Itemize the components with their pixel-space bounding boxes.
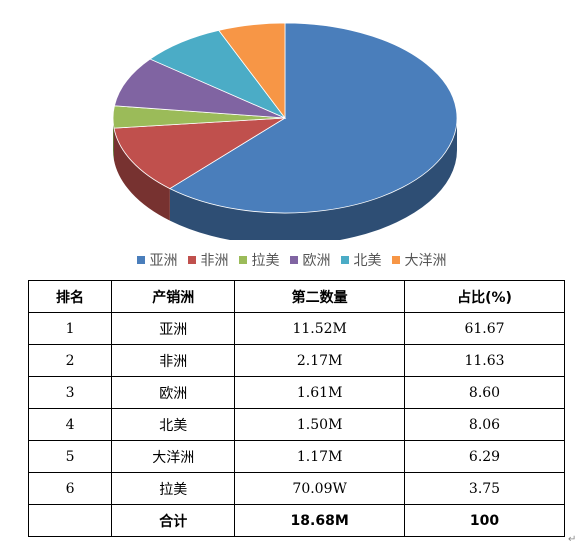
table-total-row: 合计 18.68M 100 — [27, 504, 565, 537]
legend-label: 亚洲 — [149, 253, 178, 269]
pie-slice — [113, 58, 286, 119]
cell-quantity: 11.52M — [234, 312, 405, 345]
legend-label: 大洋洲 — [404, 253, 447, 269]
table-body: 1 亚洲 11.52M 61.67 2 非洲 2.17M 11.63 3 欧洲 1.61M 8.60 4… — [27, 312, 565, 537]
cell-continent: 欧洲 — [111, 376, 236, 409]
paragraph-mark: ↵ — [568, 534, 577, 545]
cell-share: 3.75 — [404, 472, 565, 505]
chart-legend: 亚洲 非洲 拉美 欧洲 北美 大洋洲 — [0, 248, 583, 272]
cell-continent: 非洲 — [111, 344, 236, 377]
table-row: 6 拉美 70.09W 3.75 — [27, 472, 565, 505]
legend-item: 北美 — [340, 250, 382, 270]
table-row: 1 亚洲 11.52M 61.67 — [27, 312, 565, 345]
pie-chart-svg — [112, 22, 458, 240]
pie-slice — [169, 22, 458, 214]
header-continent: 产销洲 — [111, 280, 236, 313]
legend-item: 非洲 — [187, 250, 229, 270]
legend-label: 欧洲 — [302, 253, 331, 269]
total-quantity: 18.68M — [234, 504, 405, 537]
legend-label: 北美 — [353, 253, 382, 269]
legend-item: 欧洲 — [289, 250, 331, 270]
cell-rank: 5 — [27, 440, 113, 473]
table-header-row: 排名 产销洲 第二数量 占比(%) — [27, 280, 565, 313]
pie-slice-side — [113, 128, 170, 221]
header-rank: 排名 — [27, 280, 113, 313]
header-share: 占比(%) — [404, 280, 565, 313]
cell-share: 11.63 — [404, 344, 565, 377]
cell-share: 61.67 — [404, 312, 565, 345]
legend-label: 拉美 — [251, 253, 280, 269]
legend-item: 亚洲 — [136, 250, 178, 270]
cell-quantity: 70.09W — [234, 472, 405, 505]
table-row: 2 非洲 2.17M 11.63 — [27, 344, 565, 377]
legend-swatch — [136, 256, 145, 264]
data-table: 排名 产销洲 第二数量 占比(%) 1 亚洲 11.52M 61.67 2 非洲 2.17M… — [27, 280, 565, 537]
legend-swatch — [391, 256, 400, 264]
table-row: 4 北美 1.50M 8.06 — [27, 408, 565, 441]
cell-share: 6.29 — [404, 440, 565, 473]
cell-rank: 3 — [27, 376, 113, 409]
table-row: 5 大洋洲 1.17M 6.29 — [27, 440, 565, 473]
cell-continent: 拉美 — [111, 472, 236, 505]
pie-slice — [113, 117, 286, 190]
legend-swatch — [340, 256, 349, 264]
table-row: 3 欧洲 1.61M 8.60 — [27, 376, 565, 409]
legend-item: 大洋洲 — [391, 250, 447, 270]
cell-continent: 北美 — [111, 408, 236, 441]
legend-item: 拉美 — [238, 250, 280, 270]
cell-quantity: 1.50M — [234, 408, 405, 441]
total-continent: 合计 — [111, 504, 236, 537]
cell-share: 8.06 — [404, 408, 565, 441]
legend-swatch — [238, 256, 247, 264]
header-quantity: 第二数量 — [234, 280, 405, 313]
cell-quantity: 1.61M — [234, 376, 405, 409]
cell-share: 8.60 — [404, 376, 565, 409]
pie-chart — [0, 0, 583, 240]
cell-quantity: 2.17M — [234, 344, 405, 377]
pie-slice-side — [169, 118, 457, 240]
cell-rank: 6 — [27, 472, 113, 505]
legend-swatch — [187, 256, 196, 264]
cell-rank: 1 — [27, 312, 113, 345]
legend-label: 非洲 — [200, 253, 229, 269]
cell-rank: 2 — [27, 344, 113, 377]
pie-slice — [218, 22, 286, 120]
cell-rank: 4 — [27, 408, 113, 441]
cell-quantity: 1.17M — [234, 440, 405, 473]
total-rank — [27, 504, 113, 537]
cell-continent: 亚洲 — [111, 312, 236, 345]
total-share: 100 — [404, 504, 565, 537]
cell-continent: 大洋洲 — [111, 440, 236, 473]
legend-swatch — [289, 256, 298, 264]
